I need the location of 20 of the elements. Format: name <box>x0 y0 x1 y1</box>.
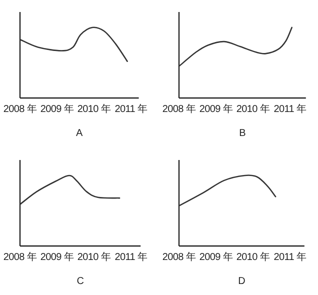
x-axis-title: D <box>238 276 246 287</box>
x-tick-label: 2010 年 <box>236 103 270 115</box>
x-tick-label: 2009 年 <box>40 103 74 115</box>
x-tick-label: 2008 年 <box>162 103 196 115</box>
x-tick-label: 2011 年 <box>274 103 307 115</box>
x-tick-label: 2009 年 <box>40 251 74 263</box>
x-tick-label: 2010 年 <box>77 251 111 263</box>
x-tick-label: 2011 年 <box>114 103 148 115</box>
x-axis-title: B <box>239 128 246 139</box>
x-tick-label: 2009 年 <box>199 251 233 263</box>
x-tick-label: 2008 年 <box>3 251 37 263</box>
x-tick-label: 2011 年 <box>114 251 148 263</box>
x-axis-title: A <box>76 128 84 139</box>
x-tick-label: 2011 年 <box>274 251 307 263</box>
x-tick-label: 2008 年 <box>162 251 196 263</box>
x-tick-label: 2010 年 <box>77 103 111 115</box>
x-tick-label: 2009 年 <box>199 103 233 115</box>
x-tick-label: 2008 年 <box>3 103 37 115</box>
x-tick-label: 2010 年 <box>236 251 270 263</box>
x-axis-title: C <box>76 276 84 287</box>
